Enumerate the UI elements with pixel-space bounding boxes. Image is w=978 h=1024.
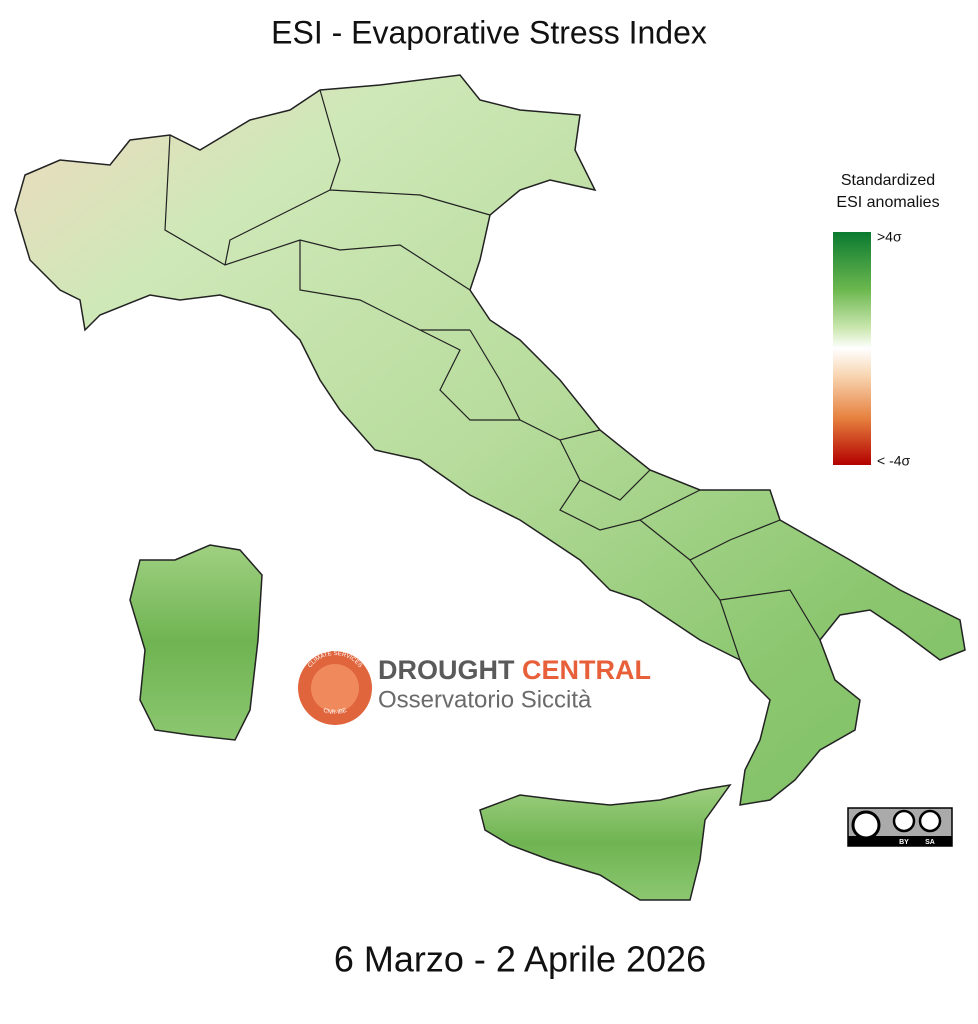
legend-max-label: >4σ bbox=[877, 229, 902, 245]
map bbox=[14, 74, 966, 901]
license-label: BY bbox=[899, 839, 909, 846]
logo-name: DROUGHT CENTRAL bbox=[378, 655, 651, 685]
logo: CLIMATE SERVICES CNR-IBE DROUGHT CENTRAL… bbox=[298, 651, 651, 725]
legend-min-label: < -4σ bbox=[877, 453, 911, 469]
logo-name-part: CENTRAL bbox=[522, 655, 651, 685]
logo-name-part: DROUGHT bbox=[378, 655, 515, 685]
logo-ring-text: CNR-IBE bbox=[322, 708, 347, 716]
logo-ring-bottom: CNR-IBE bbox=[322, 708, 347, 716]
sicily bbox=[479, 783, 732, 901]
logo-subtitle: Osservatorio Siccità bbox=[378, 686, 592, 713]
by-icon bbox=[892, 809, 916, 833]
badge-strip bbox=[848, 836, 952, 846]
sardinia bbox=[129, 544, 263, 741]
color-bar bbox=[833, 232, 871, 465]
license-badge: BY SA bbox=[847, 807, 953, 847]
date-range: 6 Marzo - 2 Aprile 2026 bbox=[334, 939, 706, 980]
legend: Standardized ESI anomalies >4σ < -4σ bbox=[833, 172, 940, 469]
legend-title: ESI anomalies bbox=[836, 194, 939, 211]
sa-icon bbox=[918, 809, 942, 833]
logo-inner bbox=[311, 664, 359, 712]
region-borders bbox=[164, 89, 821, 661]
map-title: ESI - Evaporative Stress Index bbox=[271, 14, 707, 50]
cc-icon bbox=[851, 810, 881, 840]
legend-title: Standardized bbox=[841, 172, 935, 189]
license-label: SA bbox=[925, 839, 935, 846]
